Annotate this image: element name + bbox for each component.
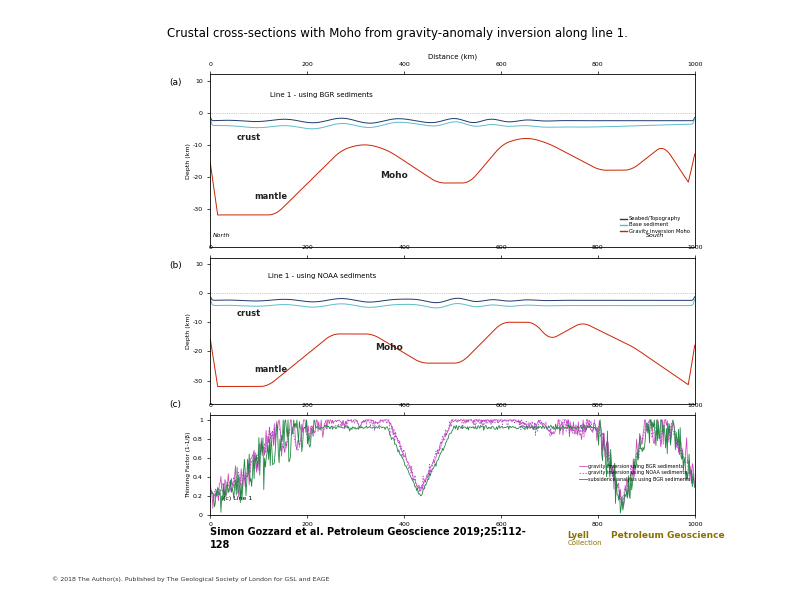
subsidence analysis using BGR sediments: [292, 416, 302, 424]
gravity inversion using NOAA sediments: [426, 469, 435, 476]
gravity inversion using BGR sediments: [332, 418, 341, 425]
gravity inversion using BGR sediments: [572, 427, 581, 434]
gravity inversion using BGR sediments: [206, 478, 215, 486]
Y-axis label: Depth (km): Depth (km): [187, 143, 191, 178]
subsidence analysis using BGR sediments: [571, 425, 580, 432]
subsidence analysis using BGR sediments: [690, 483, 700, 490]
subsidence analysis using BGR sediments: [279, 416, 288, 424]
Text: Line 1 - using NOAA sediments: Line 1 - using NOAA sediments: [268, 273, 376, 278]
Legend: Seabed/Topography, Base sediment, Gravity inversion Moho: Seabed/Topography, Base sediment, Gravit…: [618, 214, 692, 236]
Line: gravity inversion using NOAA sediments: gravity inversion using NOAA sediments: [210, 420, 695, 505]
subsidence analysis using BGR sediments: [206, 499, 215, 506]
Text: mantle: mantle: [254, 365, 287, 374]
Text: mantle: mantle: [254, 192, 287, 201]
Text: 128: 128: [210, 540, 231, 550]
Text: Simon Gozzard et al. Petroleum Geoscience 2019;25:112-: Simon Gozzard et al. Petroleum Geoscienc…: [210, 527, 526, 537]
subsidence analysis using BGR sediments: [426, 472, 435, 480]
Text: (c) Line 1: (c) Line 1: [222, 496, 252, 501]
gravity inversion using BGR sediments: [293, 437, 303, 444]
gravity inversion using NOAA sediments: [530, 419, 539, 426]
Text: Moho: Moho: [375, 343, 403, 352]
Text: (b): (b): [169, 261, 182, 270]
Text: Collection: Collection: [568, 540, 603, 546]
gravity inversion using NOAA sediments: [571, 429, 580, 436]
gravity inversion using BGR sediments: [493, 416, 503, 424]
subsidence analysis using BGR sediments: [331, 425, 341, 433]
Text: (a): (a): [169, 78, 182, 87]
subsidence analysis using BGR sediments: [615, 509, 625, 516]
Text: Line 1 - using BGR sediments: Line 1 - using BGR sediments: [271, 92, 373, 98]
gravity inversion using BGR sediments: [275, 416, 284, 424]
Text: (c): (c): [169, 400, 181, 409]
subsidence analysis using BGR sediments: [530, 423, 539, 430]
gravity inversion using BGR sediments: [530, 420, 540, 427]
gravity inversion using BGR sediments: [426, 463, 436, 470]
gravity inversion using BGR sediments: [690, 484, 700, 491]
Text: Crustal cross-sections with Moho from gravity-anomaly inversion along line 1.: Crustal cross-sections with Moho from gr…: [167, 27, 627, 40]
subsidence analysis using BGR sediments: [492, 423, 502, 430]
X-axis label: Distance (km): Distance (km): [428, 54, 477, 61]
gravity inversion using NOAA sediments: [344, 416, 353, 424]
Text: © 2018 The Author(s). Published by The Geological Society of London for GSL and : © 2018 The Author(s). Published by The G…: [52, 577, 329, 582]
Line: subsidence analysis using BGR sediments: subsidence analysis using BGR sediments: [210, 420, 695, 513]
gravity inversion using BGR sediments: [208, 505, 218, 512]
Line: gravity inversion using BGR sediments: gravity inversion using BGR sediments: [210, 420, 695, 508]
Text: South: South: [646, 233, 665, 237]
Text: Moho: Moho: [380, 171, 407, 180]
Text: crust: crust: [237, 133, 261, 142]
gravity inversion using NOAA sediments: [618, 502, 627, 509]
gravity inversion using NOAA sediments: [492, 416, 502, 424]
Text: Lyell: Lyell: [568, 531, 590, 540]
Legend: gravity inversion using BGR sediments, gravity inversion using NOAA sediments, s: gravity inversion using BGR sediments, g…: [577, 462, 692, 484]
Y-axis label: Thinning Factor (1-1/β): Thinning Factor (1-1/β): [187, 431, 191, 498]
Text: North: North: [213, 233, 230, 237]
Y-axis label: Depth (km): Depth (km): [187, 313, 191, 349]
gravity inversion using NOAA sediments: [291, 443, 301, 450]
Text: Petroleum Geoscience: Petroleum Geoscience: [611, 531, 725, 540]
Text: crust: crust: [237, 309, 261, 318]
gravity inversion using NOAA sediments: [206, 486, 215, 493]
gravity inversion using NOAA sediments: [330, 422, 340, 430]
gravity inversion using NOAA sediments: [690, 480, 700, 487]
